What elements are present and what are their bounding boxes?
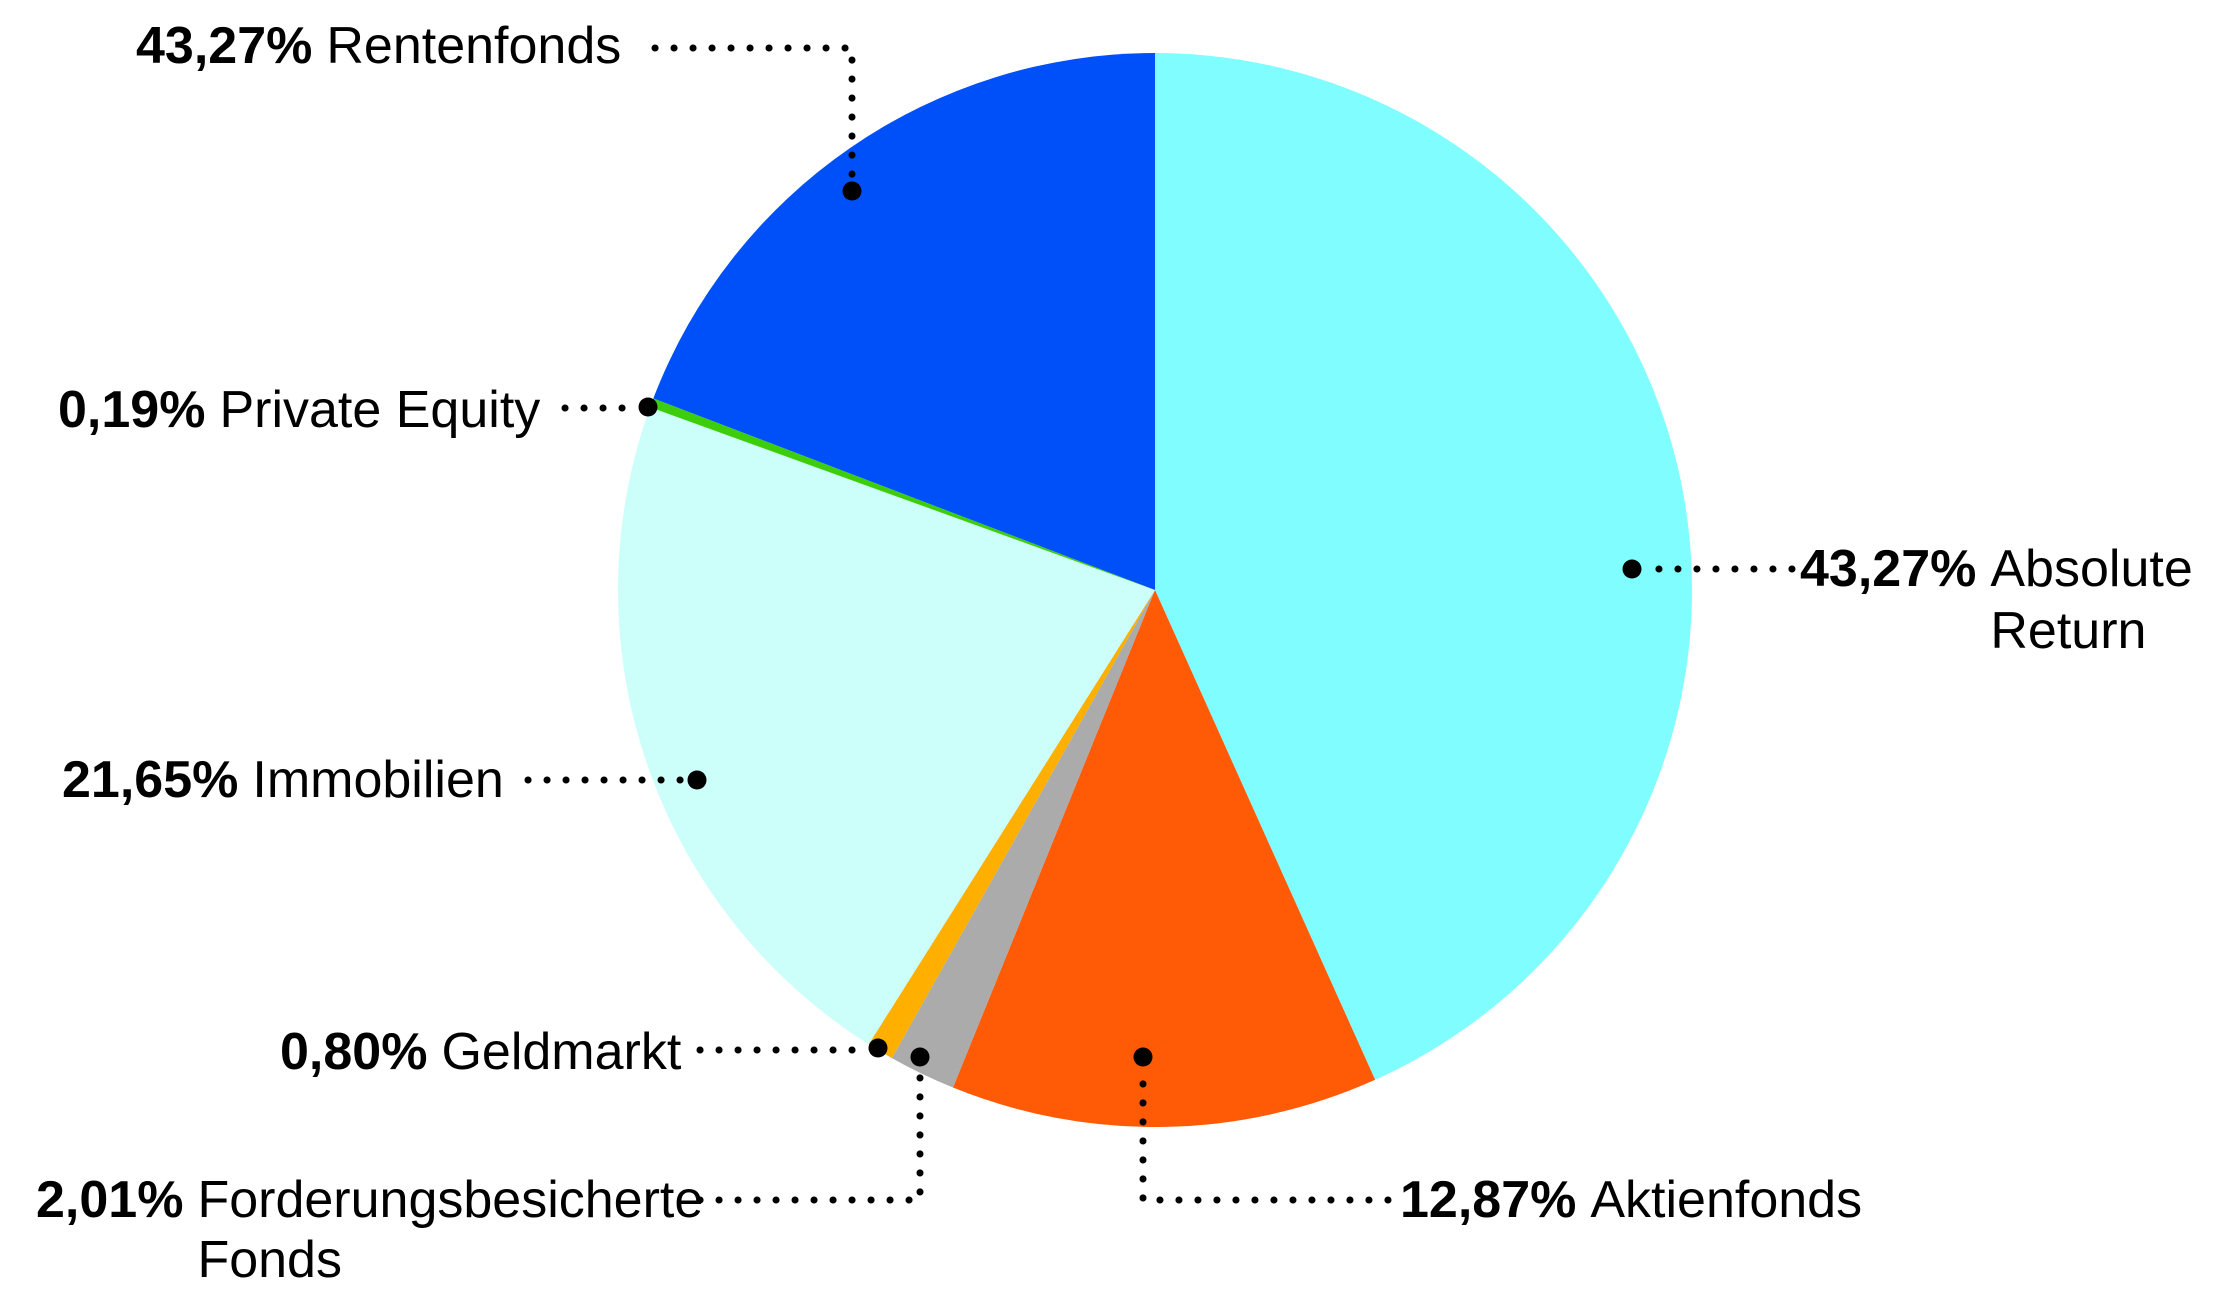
slice-name-rentenfonds: Rentenfonds: [326, 17, 622, 75]
pie-slice-rentenfonds: [653, 53, 1155, 590]
slice-name-absolute-return: Absolute Return: [1990, 540, 2193, 660]
slice-value-immobilien: 21,65%: [62, 751, 239, 809]
leader-line-aktienfonds: [1139, 1066, 1392, 1204]
slice-label-aktienfonds: 12,87% Aktienfonds: [1400, 1170, 1862, 1230]
anchor-dot-private-equity: [638, 397, 658, 417]
pie-slice-immobilien: [617, 407, 1155, 1045]
slice-value-geldmarkt: 0,80%: [280, 1023, 428, 1081]
leader-line-forderungsbesicherte-fonds: [696, 1066, 924, 1204]
slice-value-private-equity: 0,19%: [58, 381, 206, 439]
slice-value-aktienfonds: 12,87%: [1400, 1171, 1577, 1229]
slice-label-private-equity: 0,19% Private Equity: [58, 380, 540, 440]
pie-slice-forderungsbesicherte-fonds: [891, 590, 1155, 1088]
anchor-dot-immobilien: [687, 770, 707, 790]
pie-slice-aktienfonds: [952, 590, 1376, 1127]
anchor-dot-geldmarkt: [868, 1038, 888, 1058]
leader-line-rentenfonds: [651, 44, 856, 184]
anchor-dot-aktienfonds: [1133, 1047, 1153, 1067]
slice-name-immobilien: Immobilien: [252, 751, 504, 809]
slice-label-immobilien: 21,65% Immobilien: [62, 750, 504, 810]
slice-name-geldmarkt: Geldmarkt: [441, 1023, 682, 1081]
slice-name-aktienfonds: Aktienfonds: [1590, 1171, 1863, 1229]
pie-slice-absolute-return: [1155, 53, 1692, 1080]
anchor-dot-forderungsbesicherte-fonds: [910, 1047, 930, 1067]
slice-label-absolute-return: 43,27% Absolute Return: [1800, 538, 2213, 662]
slice-label-rentenfonds: 43,27% Rentenfonds: [136, 16, 621, 76]
slice-label-geldmarkt: 0,80% Geldmarkt: [280, 1022, 681, 1082]
anchor-dot-absolute-return: [1622, 559, 1642, 579]
slice-value-absolute-return: 43,27%: [1800, 540, 1977, 598]
slice-name-private-equity: Private Equity: [219, 381, 541, 439]
slice-value-rentenfonds: 43,27%: [136, 17, 313, 75]
slice-label-forderungsbesicherte-fonds: 2,01% Forderungsbesicherte Fonds: [36, 1170, 717, 1290]
slice-value-forderungsbesicherte-fonds: 2,01%: [36, 1171, 184, 1229]
pie-slice-private-equity: [650, 398, 1155, 590]
pie-slice-geldmarkt: [868, 590, 1155, 1059]
slice-name-forderungsbesicherte-fonds: Forderungsbesicherte Fonds: [197, 1171, 704, 1289]
anchor-dot-rentenfonds: [842, 181, 862, 201]
